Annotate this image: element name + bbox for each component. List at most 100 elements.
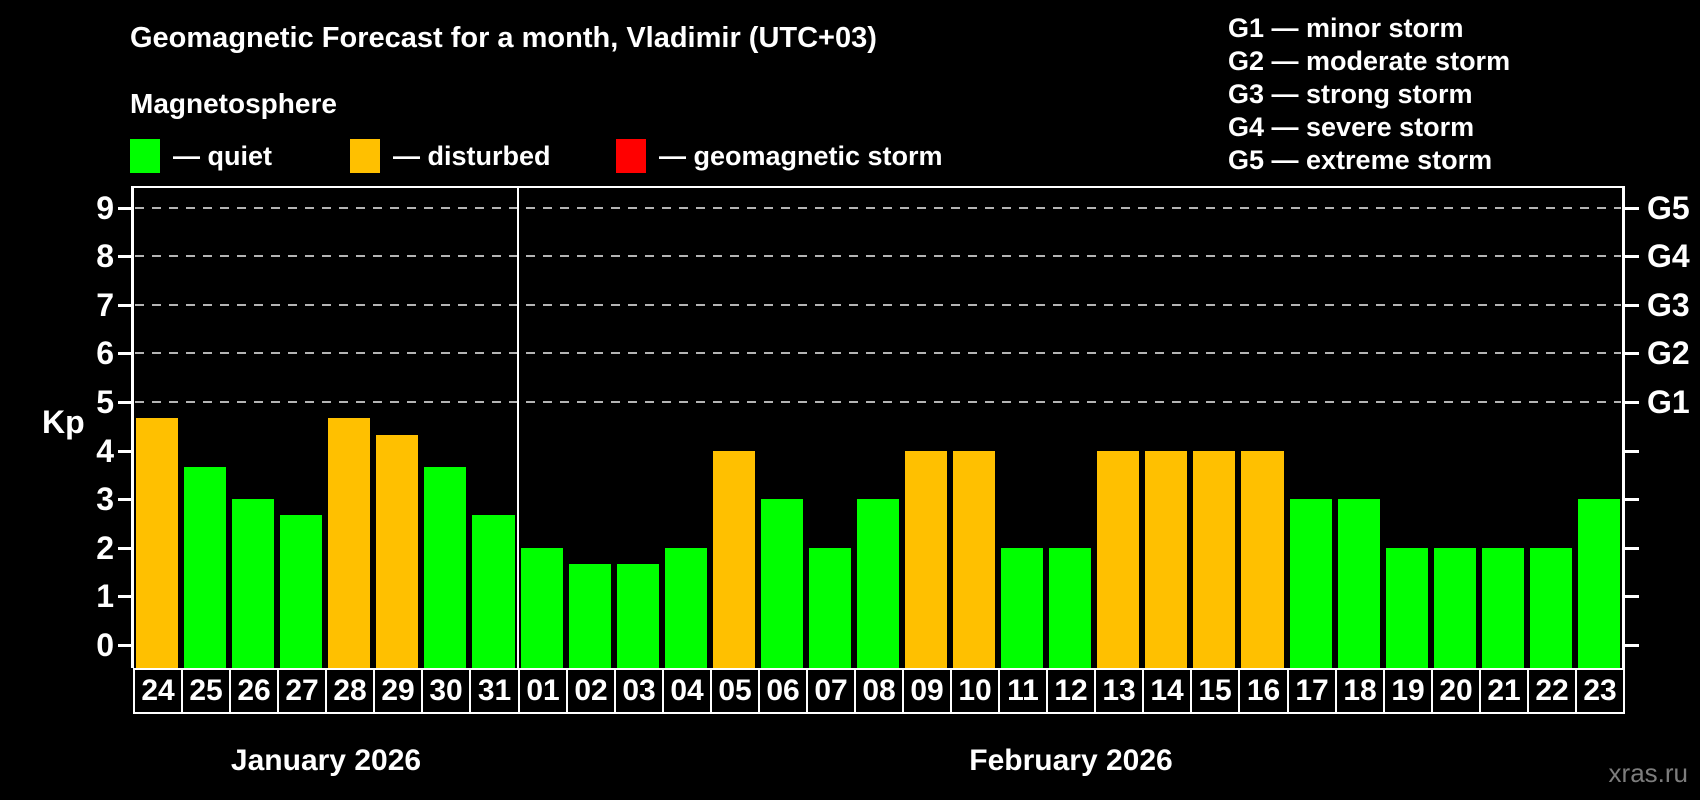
watermark: xras.ru [1608, 758, 1688, 788]
day-label-01: 01 [518, 668, 568, 714]
day-label-21: 21 [1479, 668, 1529, 714]
kp-bar-18 [1338, 499, 1380, 668]
day-label-22: 22 [1527, 668, 1577, 714]
day-label-04: 04 [662, 668, 712, 714]
y-axis-tick [118, 547, 131, 550]
day-label-25: 25 [181, 668, 231, 714]
kp-bar-15 [1193, 451, 1235, 668]
y-axis-tick [118, 401, 131, 404]
kp-bar-01 [521, 548, 563, 668]
y-axis-label: 8 [96, 238, 114, 274]
kp-bar-03 [617, 564, 659, 668]
gridline-kp5 [135, 401, 1621, 403]
month-label: January 2026 [230, 744, 422, 777]
day-label-10: 10 [950, 668, 1000, 714]
storm-scale-legend-line: G3 — strong storm [1228, 79, 1473, 109]
right-axis-label-g4: G4 [1647, 238, 1690, 274]
right-axis-tick [1625, 207, 1639, 210]
gridline-kp8 [135, 255, 1621, 257]
day-label-06: 06 [758, 668, 808, 714]
legend-item-disturbed: — disturbed [350, 138, 551, 174]
right-axis-tick [1625, 644, 1639, 647]
month-label: February 2026 [969, 744, 1173, 777]
legend-item-quiet: — quiet [130, 138, 272, 174]
kp-bar-07 [809, 548, 851, 668]
kp-bar-19 [1386, 548, 1428, 668]
y-axis-tick [118, 352, 131, 355]
kp-bar-30 [424, 467, 466, 668]
kp-bar-14 [1145, 451, 1187, 668]
day-label-12: 12 [1046, 668, 1096, 714]
y-axis-tick [118, 304, 131, 307]
kp-bar-06 [761, 499, 803, 668]
storm-color-swatch [616, 139, 646, 173]
day-label-09: 09 [902, 668, 952, 714]
day-label-17: 17 [1287, 668, 1337, 714]
storm-scale-legend-line: G4 — severe storm [1228, 112, 1475, 142]
y-axis-title: Kp [42, 404, 85, 440]
legend-label-quiet: — quiet [173, 140, 272, 171]
kp-bar-27 [280, 515, 322, 668]
kp-bar-31 [472, 515, 515, 668]
day-label-28: 28 [325, 668, 375, 714]
y-axis-label: 6 [96, 335, 114, 371]
right-axis-tick [1625, 304, 1639, 307]
right-axis-tick [1625, 450, 1639, 453]
right-axis-tick [1625, 547, 1639, 550]
kp-bar-20 [1434, 548, 1476, 668]
y-axis-tick [118, 644, 131, 647]
disturbed-color-swatch [350, 139, 380, 173]
day-label-29: 29 [373, 668, 423, 714]
kp-bar-12 [1049, 548, 1091, 668]
storm-scale-legend: G1 — minor storm G2 — moderate storm G3 — … [1228, 12, 1510, 177]
chart-subtitle: Magnetosphere [130, 88, 337, 119]
y-axis-tick [118, 207, 131, 210]
kp-bar-29 [376, 435, 418, 668]
kp-bar-17 [1290, 499, 1332, 668]
legend-label-disturbed: — disturbed [393, 140, 551, 171]
right-axis-label-g2: G2 [1647, 335, 1690, 371]
y-axis-label: 9 [96, 190, 114, 226]
kp-bar-05 [713, 451, 755, 668]
day-label-31: 31 [469, 668, 520, 714]
storm-scale-legend-line: G2 — moderate storm [1228, 46, 1511, 76]
day-label-05: 05 [710, 668, 760, 714]
kp-bar-09 [905, 451, 947, 668]
y-axis-tick [118, 498, 131, 501]
right-axis-label-g1: G1 [1647, 384, 1690, 420]
kp-bar-16 [1241, 451, 1284, 668]
right-axis-tick [1625, 255, 1639, 258]
kp-bar-13 [1097, 451, 1139, 668]
day-label-23: 23 [1575, 668, 1625, 714]
y-axis-label: 2 [96, 530, 114, 566]
kp-bar-26 [232, 499, 274, 668]
y-axis-label: 5 [96, 384, 114, 420]
day-label-03: 03 [614, 668, 664, 714]
gridline-kp9 [135, 207, 1621, 209]
storm-scale-legend-line: G1 — minor storm [1228, 13, 1464, 43]
right-axis-tick [1625, 595, 1639, 598]
kp-bar-22 [1530, 548, 1572, 668]
day-label-19: 19 [1383, 668, 1433, 714]
y-axis-label: 0 [96, 627, 114, 663]
day-label-30: 30 [421, 668, 471, 714]
kp-bar-04 [665, 548, 707, 668]
day-label-02: 02 [566, 668, 616, 714]
day-label-24: 24 [133, 668, 183, 714]
legend-item-storm: — geomagnetic storm [616, 138, 943, 174]
y-axis-tick [118, 255, 131, 258]
gridline-kp6 [135, 352, 1621, 354]
gridline-kp7 [135, 304, 1621, 306]
day-label-13: 13 [1094, 668, 1144, 714]
day-label-20: 20 [1431, 668, 1481, 714]
right-axis-tick [1625, 498, 1639, 501]
right-axis-tick [1625, 401, 1639, 404]
plot-top-border [131, 186, 1625, 188]
kp-bar-24 [136, 418, 178, 668]
day-label-15: 15 [1190, 668, 1240, 714]
day-label-18: 18 [1335, 668, 1385, 714]
kp-bar-21 [1482, 548, 1524, 668]
day-label-27: 27 [277, 668, 327, 714]
kp-bar-08 [857, 499, 899, 668]
